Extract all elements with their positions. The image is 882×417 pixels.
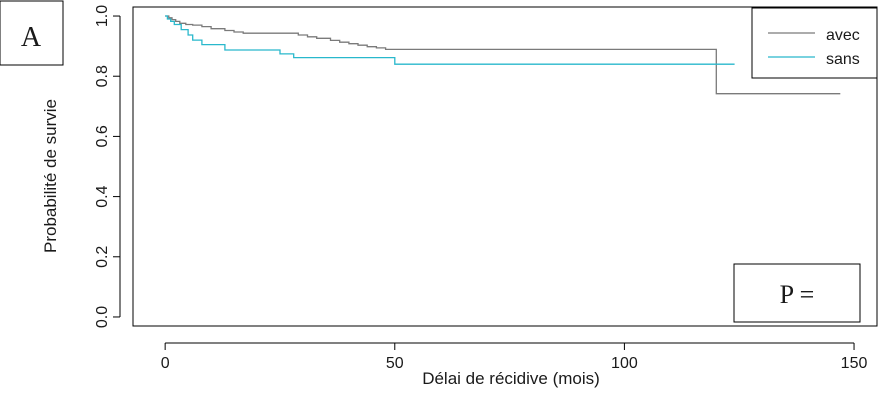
plot-layer bbox=[132, 6, 878, 327]
y-tick-label: 1.0 bbox=[94, 5, 111, 27]
x-tick-label: 100 bbox=[611, 355, 638, 372]
panel-label: A bbox=[21, 22, 42, 53]
y-tick-label: 0.0 bbox=[94, 306, 111, 328]
y-tick-label: 0.4 bbox=[94, 185, 111, 207]
plot-frame bbox=[132, 6, 878, 327]
axis-layer: 0 50 100 150 0.0 0.2 0.4 0.6 0.8 1.0 bbox=[94, 5, 867, 372]
x-axis-title: Délai de récidive (mois) bbox=[422, 369, 600, 388]
x-tick-label: 50 bbox=[386, 355, 404, 372]
p-value-box bbox=[733, 263, 861, 323]
panel-label-box bbox=[0, 0, 64, 66]
legend-label-sans: sans bbox=[826, 51, 860, 68]
y-axis-title: Probabilité de survie bbox=[41, 99, 60, 253]
series-layer bbox=[165, 15, 841, 95]
x-tick-label: 0 bbox=[161, 355, 170, 372]
legend-label-avec: avec bbox=[826, 27, 860, 44]
y-tick-label: 0.6 bbox=[94, 125, 111, 147]
p-value-label: P = bbox=[780, 280, 815, 309]
legend-box bbox=[751, 7, 878, 79]
series-line-sans bbox=[165, 15, 735, 65]
y-tick-label: 0.2 bbox=[94, 246, 111, 268]
y-tick-label: 0.8 bbox=[94, 65, 111, 87]
x-tick-label: 150 bbox=[841, 355, 868, 372]
series-line-avec bbox=[165, 15, 841, 95]
